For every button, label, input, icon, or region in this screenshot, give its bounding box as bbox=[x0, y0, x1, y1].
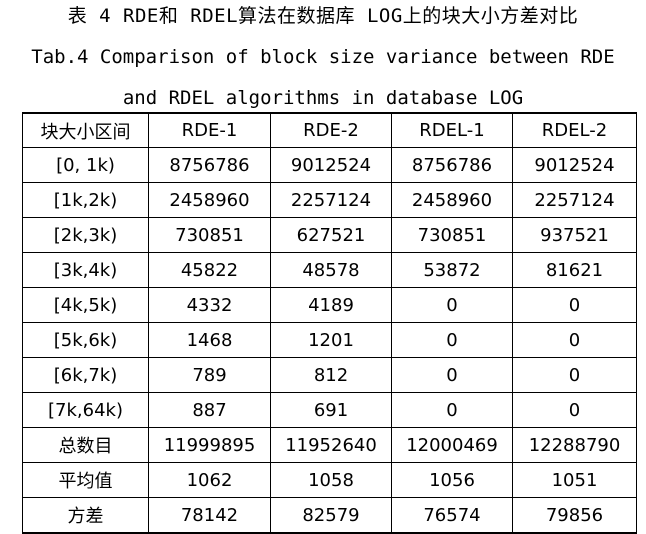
rdel-2-cell: 1051 bbox=[512, 462, 637, 498]
rdel-1-cell: 8756786 bbox=[391, 147, 513, 183]
table-caption-english-line-1: Tab.4 Comparison of block size variance … bbox=[31, 46, 615, 68]
rdel-2-cell: 9012524 bbox=[512, 147, 637, 183]
table-body: [0, 1k) 8756786 9012524 8756786 9012524 [1k,2… bbox=[22, 147, 637, 534]
rdel-1-cell: 0 bbox=[391, 322, 513, 358]
range-cell: 方差 bbox=[22, 497, 149, 534]
rde-2-cell: 48578 bbox=[270, 252, 392, 288]
rde-1-cell: 78142 bbox=[148, 497, 271, 534]
range-cell: [0, 1k) bbox=[22, 147, 149, 183]
rdel-1-cell: 1056 bbox=[391, 462, 513, 498]
rde-2-cell: 9012524 bbox=[270, 147, 392, 183]
range-cell: [4k,5k) bbox=[22, 287, 149, 323]
range-cell: [2k,3k) bbox=[22, 217, 149, 253]
header-rde-1: RDE-1 bbox=[148, 112, 271, 148]
table-row: 方差 78142 82579 76574 79856 bbox=[22, 497, 637, 534]
rde-1-cell: 789 bbox=[148, 357, 271, 393]
rde-2-cell: 1201 bbox=[270, 322, 392, 358]
header-rdel-2: RDEL-2 bbox=[512, 112, 637, 148]
table-row: [1k,2k) 2458960 2257124 2458960 2257124 bbox=[22, 182, 637, 218]
rdel-2-cell: 0 bbox=[512, 357, 637, 393]
range-cell: [6k,7k) bbox=[22, 357, 149, 393]
table-row: 平均值 1062 1058 1056 1051 bbox=[22, 462, 637, 498]
header-block-size-range: 块大小区间 bbox=[22, 112, 149, 148]
table-header-row: 块大小区间 RDE-1 RDE-2 RDEL-1 RDEL-2 bbox=[22, 112, 637, 148]
header-rde-2: RDE-2 bbox=[270, 112, 392, 148]
rdel-1-cell: 0 bbox=[391, 287, 513, 323]
rde-2-cell: 2257124 bbox=[270, 182, 392, 218]
table-row: [3k,4k) 45822 48578 53872 81621 bbox=[22, 252, 637, 288]
rde-1-cell: 1062 bbox=[148, 462, 271, 498]
rdel-2-cell: 2257124 bbox=[512, 182, 637, 218]
rde-1-cell: 4332 bbox=[148, 287, 271, 323]
rde-2-cell: 11952640 bbox=[270, 427, 392, 463]
rdel-2-cell: 0 bbox=[512, 322, 637, 358]
table-row: [7k,64k) 887 691 0 0 bbox=[22, 392, 637, 428]
range-cell: 总数目 bbox=[22, 427, 149, 463]
range-cell: 平均值 bbox=[22, 462, 149, 498]
rde-2-cell: 1058 bbox=[270, 462, 392, 498]
block-size-variance-table: 块大小区间 RDE-1 RDE-2 RDEL-1 RDEL-2 [0, 1k) 8… bbox=[22, 112, 637, 534]
rde-1-cell: 730851 bbox=[148, 217, 271, 253]
rde-1-cell: 1468 bbox=[148, 322, 271, 358]
table-row: [4k,5k) 4332 4189 0 0 bbox=[22, 287, 637, 323]
rdel-2-cell: 81621 bbox=[512, 252, 637, 288]
table-row: [5k,6k) 1468 1201 0 0 bbox=[22, 322, 637, 358]
rdel-2-cell: 937521 bbox=[512, 217, 637, 253]
rdel-1-cell: 0 bbox=[391, 392, 513, 428]
rdel-2-cell: 79856 bbox=[512, 497, 637, 534]
rdel-1-cell: 730851 bbox=[391, 217, 513, 253]
rdel-2-cell: 12288790 bbox=[512, 427, 637, 463]
rdel-1-cell: 53872 bbox=[391, 252, 513, 288]
rdel-1-cell: 76574 bbox=[391, 497, 513, 534]
rde-1-cell: 45822 bbox=[148, 252, 271, 288]
rdel-1-cell: 12000469 bbox=[391, 427, 513, 463]
range-cell: [1k,2k) bbox=[22, 182, 149, 218]
rde-1-cell: 11999895 bbox=[148, 427, 271, 463]
table-row: [2k,3k) 730851 627521 730851 937521 bbox=[22, 217, 637, 253]
table-row: 总数目 11999895 11952640 12000469 12288790 bbox=[22, 427, 637, 463]
rde-2-cell: 4189 bbox=[270, 287, 392, 323]
rde-1-cell: 2458960 bbox=[148, 182, 271, 218]
rdel-2-cell: 0 bbox=[512, 287, 637, 323]
table-row: [0, 1k) 8756786 9012524 8756786 9012524 bbox=[22, 147, 637, 183]
rde-2-cell: 82579 bbox=[270, 497, 392, 534]
rde-2-cell: 691 bbox=[270, 392, 392, 428]
range-cell: [3k,4k) bbox=[22, 252, 149, 288]
rdel-2-cell: 0 bbox=[512, 392, 637, 428]
rdel-1-cell: 0 bbox=[391, 357, 513, 393]
rdel-1-cell: 2458960 bbox=[391, 182, 513, 218]
range-cell: [7k,64k) bbox=[22, 392, 149, 428]
rde-1-cell: 887 bbox=[148, 392, 271, 428]
rde-1-cell: 8756786 bbox=[148, 147, 271, 183]
rde-2-cell: 627521 bbox=[270, 217, 392, 253]
table-caption-english-line-2: and RDEL algorithms in database LOG bbox=[122, 87, 524, 109]
range-cell: [5k,6k) bbox=[22, 322, 149, 358]
table-row: [6k,7k) 789 812 0 0 bbox=[22, 357, 637, 393]
rde-2-cell: 812 bbox=[270, 357, 392, 393]
table-caption-chinese: 表 4 RDE和 RDEL算法在数据库 LOG上的块大小方差对比 bbox=[67, 5, 579, 27]
header-rdel-1: RDEL-1 bbox=[391, 112, 513, 148]
